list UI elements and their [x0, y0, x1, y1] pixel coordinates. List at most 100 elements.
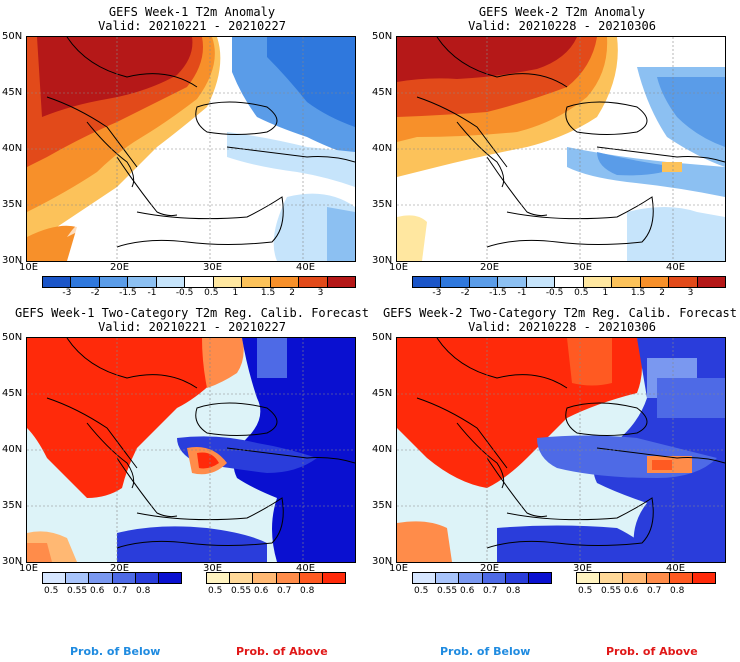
lat-label: 35N: [372, 199, 393, 210]
below-colorbar-week1: [42, 572, 182, 584]
anomaly-colorbar-week2: [412, 276, 726, 288]
lat-label: 30N: [372, 556, 393, 567]
colorbar-swatch: [697, 277, 725, 287]
colorbar-tick-label: 0.5: [578, 586, 593, 596]
panel4-valid: Valid: 20210228 - 20210306: [468, 320, 656, 334]
colorbar-swatch: [135, 573, 159, 583]
prob-below-label: Prob. of Below: [440, 645, 531, 658]
colorbar-swatch: [577, 573, 601, 583]
map-week1-anomaly: [26, 36, 356, 262]
colorbar-swatch: [207, 573, 231, 583]
colorbar-swatch: [230, 573, 254, 583]
lon-label: 10E: [19, 563, 39, 574]
colorbar-swatch: [413, 277, 442, 287]
colorbar-swatch: [469, 277, 499, 287]
above-colorbar-week1: [206, 572, 346, 584]
colorbar-tick-label: 0.6: [624, 586, 639, 596]
colorbar-swatch: [646, 573, 670, 583]
colorbar-tick-label: -2: [460, 288, 470, 298]
colorbar-swatch: [89, 573, 113, 583]
colorbar-tick-label: 0.5: [44, 586, 59, 596]
colorbar-swatch: [612, 277, 641, 287]
lat-label: 35N: [2, 199, 23, 210]
colorbar-tick-label: 0.55: [601, 586, 622, 596]
colorbar-swatch: [99, 277, 129, 287]
colorbar-tick-label: 1: [602, 288, 609, 298]
colorbar-swatch: [555, 277, 584, 287]
lon-label: 20E: [110, 262, 130, 273]
colorbar-tick-label: -1.5: [489, 288, 507, 298]
lat-label: 35N: [372, 500, 393, 511]
colorbar-tick-label: 3: [317, 288, 324, 298]
colorbar-swatch: [322, 573, 346, 583]
colorbar-swatch: [112, 573, 136, 583]
colorbar-tick-label: -2: [90, 288, 100, 298]
lon-label: 20E: [480, 262, 500, 273]
colorbar-tick-label: 0.5: [414, 586, 429, 596]
lat-label: 50N: [372, 332, 393, 343]
lon-label: 40E: [296, 262, 316, 273]
colorbar-tick-label: 0.7: [277, 586, 292, 596]
anomaly-colorbar-week1: [42, 276, 356, 288]
prob-above-label: Prob. of Above: [606, 645, 698, 658]
colorbar-tick-label: 0.6: [460, 586, 475, 596]
colorbar-swatch: [43, 573, 67, 583]
lat-label: 30N: [2, 556, 23, 567]
lat-label: 45N: [2, 388, 23, 399]
lat-label: 35N: [2, 500, 23, 511]
lon-label: 20E: [110, 563, 130, 574]
lon-label: 30E: [203, 262, 223, 273]
colorbar-tick-label: 0.5: [208, 586, 223, 596]
colorbar-swatch: [43, 277, 72, 287]
colorbar-tick-label: 0.7: [483, 586, 498, 596]
lat-label: 50N: [372, 31, 393, 42]
colorbar-tick-label: 0.55: [67, 586, 88, 596]
map-week2-probability: [396, 337, 726, 563]
colorbar-tick-label: 1.5: [630, 288, 646, 298]
colorbar-tick-label: -1: [517, 288, 527, 298]
colorbar-swatch: [299, 573, 323, 583]
lat-label: 30N: [2, 255, 23, 266]
colorbar-tick-label: 0.5: [204, 288, 219, 298]
colorbar-swatch: [66, 573, 90, 583]
map-week2-anomaly: [396, 36, 726, 262]
colorbar-swatch: [669, 573, 693, 583]
colorbar-swatch: [299, 277, 328, 287]
colorbar-swatch: [526, 277, 556, 287]
panel2-valid: Valid: 20210228 - 20210306: [468, 19, 656, 33]
lat-label: 30N: [372, 255, 393, 266]
lat-label: 50N: [2, 31, 23, 42]
prob-below-label: Prob. of Below: [70, 645, 161, 658]
prob-above-label: Prob. of Above: [236, 645, 328, 658]
colorbar-swatch: [185, 277, 214, 287]
lat-label: 40N: [2, 143, 23, 154]
colorbar-tick-label: -1.5: [119, 288, 137, 298]
lon-label: 30E: [573, 563, 593, 574]
lon-label: 30E: [203, 563, 223, 574]
colorbar-tick-label: -3: [432, 288, 442, 298]
lat-label: 40N: [372, 143, 393, 154]
lon-label: 40E: [666, 262, 686, 273]
colorbar-tick-label: 0.8: [506, 586, 521, 596]
colorbar-tick-label: 0.8: [136, 586, 151, 596]
colorbar-swatch: [623, 573, 647, 583]
colorbar-tick-label: -3: [62, 288, 72, 298]
colorbar-tick-label: 0.8: [670, 586, 685, 596]
colorbar-swatch: [498, 277, 527, 287]
map-week1-probability: [26, 337, 356, 563]
lon-label: 10E: [389, 262, 409, 273]
colorbar-tick-label: -0.5: [545, 288, 564, 298]
colorbar-swatch: [213, 277, 243, 287]
colorbar-tick-label: 1: [232, 288, 239, 298]
colorbar-swatch: [459, 573, 483, 583]
colorbar-swatch: [71, 277, 100, 287]
colorbar-swatch: [600, 573, 624, 583]
colorbar-tick-label: -1: [147, 288, 157, 298]
lat-label: 45N: [372, 388, 393, 399]
colorbar-swatch: [583, 277, 613, 287]
lat-label: 40N: [372, 444, 393, 455]
colorbar-swatch: [242, 277, 271, 287]
colorbar-swatch: [270, 277, 300, 287]
panel3-valid: Valid: 20210221 - 20210227: [98, 320, 286, 334]
colorbar-swatch: [327, 277, 355, 287]
